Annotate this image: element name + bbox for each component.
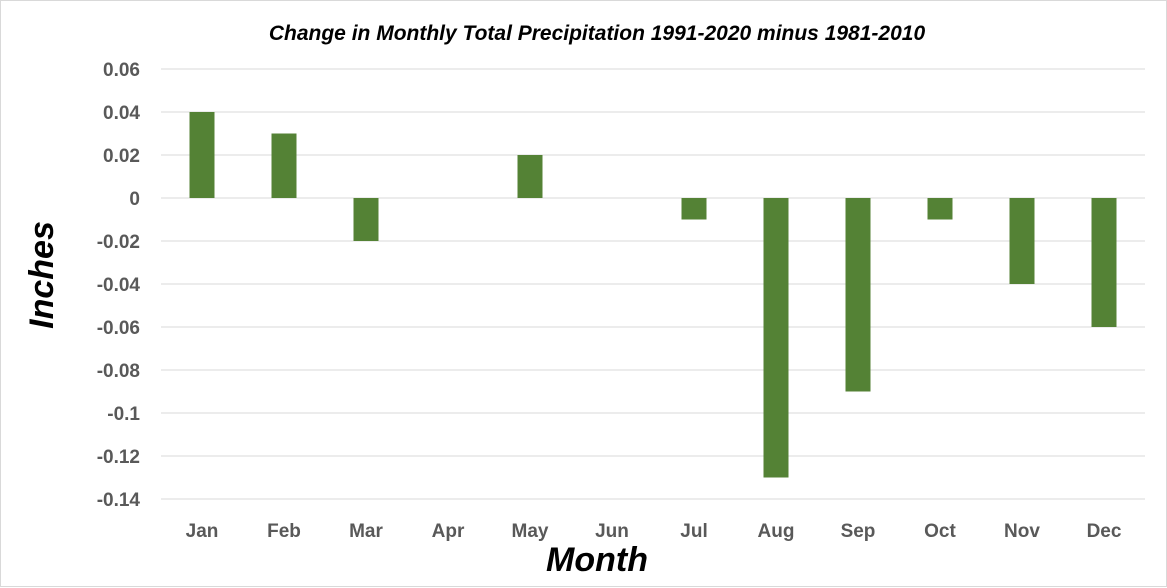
gridlines [161,68,1145,500]
y-tick-label: 0.02 [103,146,140,167]
y-tick-label: -0.12 [97,447,140,468]
bar-dec [1091,198,1117,327]
y-tick-label: -0.08 [97,361,140,382]
x-tick-label-may: May [512,521,549,542]
y-tick-label: -0.14 [97,490,141,511]
x-tick-label-jan: Jan [186,521,219,542]
bar-may [517,155,543,198]
y-axis-title: Inches [23,221,61,329]
x-tick-label-oct: Oct [924,521,956,542]
bar-jan [189,112,215,198]
bar-jul [681,198,707,220]
bar-mar [353,198,379,241]
x-tick-label-feb: Feb [267,521,301,542]
y-tick-label: 0.04 [103,103,140,124]
bars [189,112,1117,478]
y-tick-label: -0.04 [97,275,141,296]
bar-nov [1009,198,1035,284]
x-tick-label-aug: Aug [758,521,795,542]
x-axis-title: Month [546,541,648,579]
x-tick-label-dec: Dec [1087,521,1122,542]
x-tick-label-apr: Apr [432,521,465,542]
chart-title: Change in Monthly Total Precipitation 19… [269,22,926,45]
y-tick-label: -0.06 [97,318,140,339]
bar-feb [271,133,297,198]
y-tick-label: 0 [129,189,140,210]
y-tick-label: -0.02 [97,232,140,253]
y-tick-label: 0.06 [103,60,140,81]
y-tick-label: -0.1 [107,404,140,425]
x-tick-label-nov: Nov [1004,521,1040,542]
bar-sep [845,198,871,392]
bar-aug [763,198,789,478]
x-tick-label-jun: Jun [595,521,629,542]
x-tick-label-sep: Sep [841,521,876,542]
x-axis-tick-labels: Jan Feb Mar Apr May Jun Jul Aug Sep Oct Nov Dec [186,521,1122,542]
y-axis-tick-labels: 0.06 0.04 0.02 0 -0.02 -0.04 -0.06 -0.08 -0.1 -0.… [97,60,141,511]
x-tick-label-mar: Mar [349,521,383,542]
x-tick-label-jul: Jul [680,521,707,542]
bar-oct [927,198,953,220]
